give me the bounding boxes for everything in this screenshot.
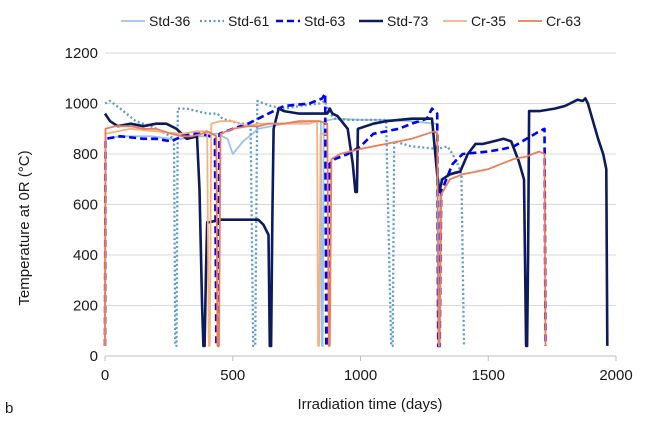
x-tick-label: 2000: [599, 367, 632, 384]
x-axis-label: Irradiation time (days): [297, 396, 442, 413]
legend-label: Std-36: [149, 13, 190, 29]
y-axis-label: Temperature at 0R (°C): [16, 150, 33, 305]
legend-label: Std-73: [387, 13, 428, 29]
gridlines: [105, 52, 616, 306]
y-axis-ticks: 0 200 400 600 800 1000 1200: [65, 45, 98, 365]
legend-label: Cr-63: [546, 13, 581, 29]
x-axis-ticks: 0 500 1000 1500 2000: [101, 367, 633, 384]
y-tick-label: 0: [90, 348, 98, 365]
y-tick-label: 1000: [65, 96, 98, 113]
series-line-std-61: [104, 99, 466, 348]
x-tick-label: 1500: [472, 367, 505, 384]
series-lines: [103, 92, 609, 348]
x-tick-label: 1000: [344, 367, 377, 384]
y-tick-label: 400: [73, 247, 98, 264]
y-tick-label: 1200: [65, 45, 98, 62]
y-tick-label: 600: [73, 197, 98, 214]
series-line-std-73: [103, 97, 609, 348]
legend-label: Cr-35: [471, 13, 506, 29]
panel-label: b: [5, 400, 13, 417]
series-line-cr-63: [104, 120, 547, 347]
x-tick-label: 0: [101, 367, 109, 384]
axes: [104, 355, 617, 361]
legend-label: Std-63: [304, 13, 345, 29]
legend: Std-36 Std-61 Std-63 Std-73 Cr-35 Cr-63: [121, 13, 581, 29]
x-tick-label: 500: [220, 367, 245, 384]
y-tick-label: 200: [73, 298, 98, 315]
series-line-std-63: [103, 92, 547, 348]
y-tick-label: 800: [73, 146, 98, 163]
legend-label: Std-61: [228, 13, 269, 29]
